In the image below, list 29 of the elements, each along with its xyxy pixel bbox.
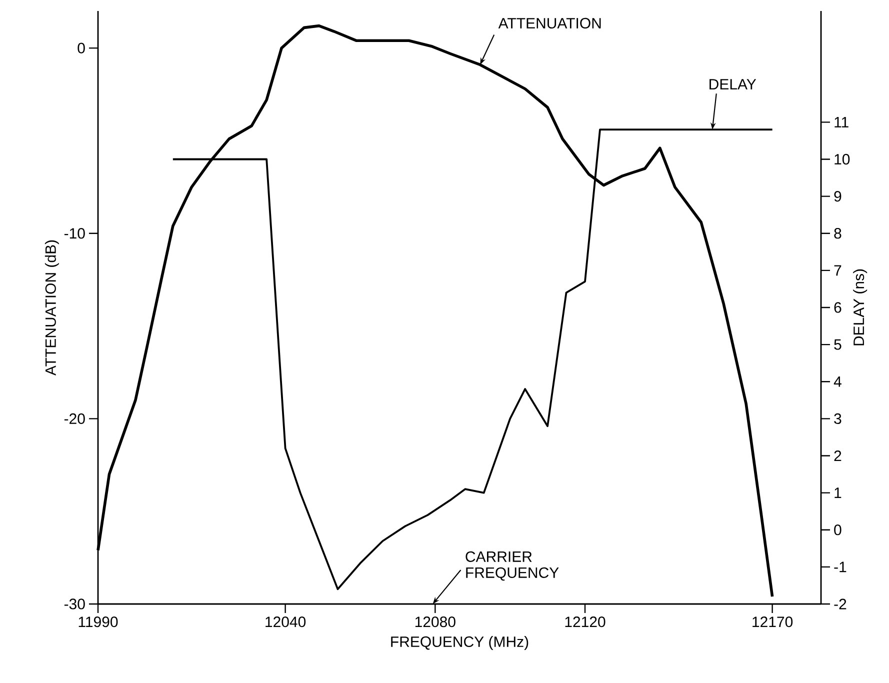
y-tick-label: -10 — [64, 228, 85, 239]
x-tick-label: 12040 — [266, 616, 306, 628]
y2-tick-label: 4 — [834, 376, 842, 387]
y2-tick-label: 3 — [834, 413, 842, 424]
x-tick-label: 12120 — [565, 616, 606, 628]
x-tick-label: 11990 — [78, 616, 118, 628]
y2-tick-label: 10 — [834, 154, 850, 165]
y2-tick-label: -2 — [834, 598, 846, 610]
y2-tick-label: -1 — [834, 562, 846, 572]
annotation: ATTENUATION — [498, 18, 601, 29]
y2-tick-label: 6 — [834, 302, 842, 313]
y-tick-label: 0 — [78, 42, 85, 54]
y-axis-title: ATTENUATION (dB) — [44, 240, 59, 376]
y2-tick-label: 2 — [834, 450, 842, 461]
y2-axis-title: DELAY (ns) — [853, 269, 868, 346]
x-axis-title: FREQUENCY (MHz) — [391, 636, 528, 650]
y-tick-label: -20 — [64, 413, 85, 424]
annotation: DELAY — [710, 79, 756, 90]
annotation: CARRIER FREQUENCY — [466, 551, 559, 581]
y2-tick-label: 8 — [834, 228, 842, 239]
y2-tick-label: 0 — [834, 524, 842, 536]
x-tick-label: 12170 — [752, 616, 793, 628]
y2-tick-label: 7 — [834, 265, 842, 276]
y2-tick-label: 11 — [834, 117, 848, 128]
y2-tick-label: 1 — [834, 488, 842, 498]
y2-tick-label: 9 — [834, 190, 842, 202]
x-tick-label: 12080 — [415, 616, 456, 628]
y-tick-label: -30 — [64, 598, 85, 610]
y2-tick-label: 5 — [834, 339, 842, 350]
